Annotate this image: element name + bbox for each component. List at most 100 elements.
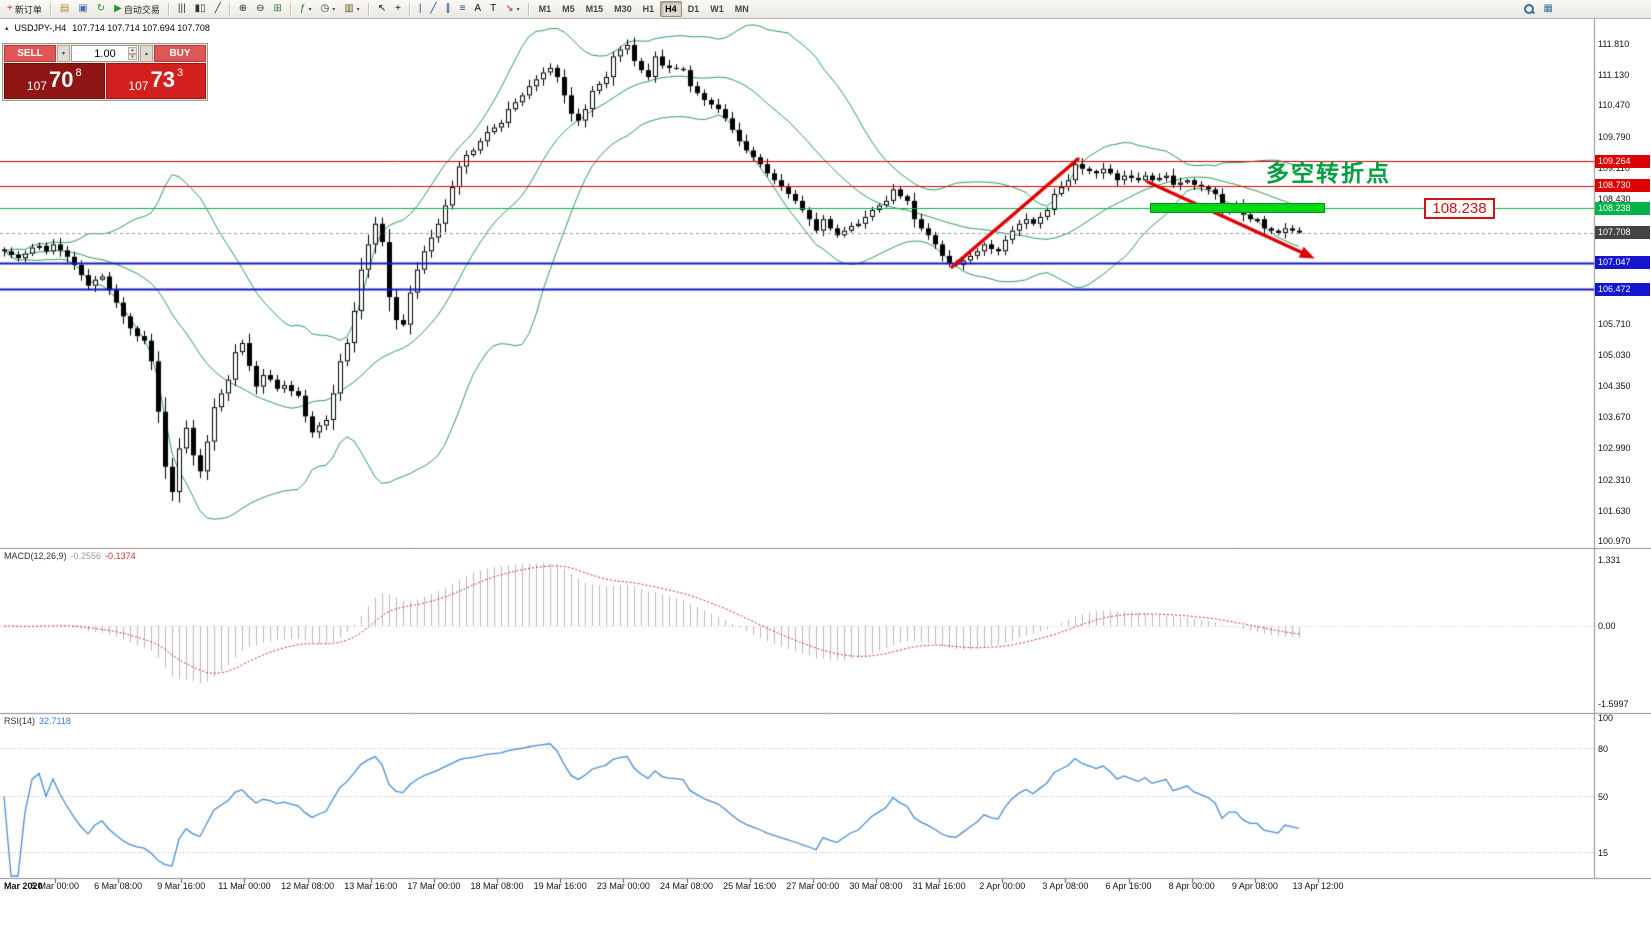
- buy-price-pips: 73: [150, 67, 175, 92]
- rsi-indicator-label: RSI(14) 32.7118: [4, 716, 75, 726]
- volume-down-button[interactable]: ▾: [128, 53, 137, 60]
- toolbar-separator: [527, 2, 530, 16]
- tf-mn-button[interactable]: MN: [730, 1, 754, 17]
- price-tick-label: 102.310: [1598, 474, 1631, 485]
- autotrading-label: 自动交易: [123, 4, 160, 15]
- bar-chart-button[interactable]: |||: [174, 1, 190, 17]
- channel-button[interactable]: ∥: [442, 1, 455, 17]
- data-window-button[interactable]: ▣: [74, 1, 91, 17]
- price-tick-label: 109.790: [1598, 131, 1631, 142]
- buy-price-button[interactable]: 107 73 3: [105, 63, 206, 99]
- tf-m1-button[interactable]: M1: [534, 1, 557, 17]
- indicators-button[interactable]: ƒ ▾: [296, 1, 316, 17]
- volume-value: 1.00: [94, 47, 116, 60]
- trendline-button[interactable]: ╱: [427, 1, 441, 17]
- macd-tick-label: 1.331: [1598, 555, 1621, 566]
- tf-d1-button[interactable]: D1: [683, 1, 705, 17]
- toolbar-separator: [289, 2, 292, 16]
- search-button[interactable]: [1519, 1, 1539, 17]
- periods-button[interactable]: ◷ ▾: [316, 1, 339, 17]
- tf-h4-button[interactable]: H4: [660, 1, 682, 17]
- dropdown-arrow-icon: ▾: [308, 6, 312, 13]
- volume-field[interactable]: 1.00 ▴ ▾: [71, 45, 139, 62]
- tf-m5-button[interactable]: M5: [557, 1, 580, 17]
- dropdown-arrow-icon: ▾: [356, 6, 360, 13]
- time-axis-label: 13 Mar 16:00: [344, 881, 398, 891]
- price-tick-label: 101.630: [1598, 505, 1631, 516]
- price-tick-label: 104.350: [1598, 381, 1631, 392]
- label-icon: T: [490, 3, 497, 14]
- price-tick-label: 105.710: [1598, 318, 1631, 329]
- chart-marker-icon: ▴: [5, 25, 9, 32]
- time-axis-label: 25 Mar 16:00: [723, 881, 777, 891]
- text-button[interactable]: A: [470, 1, 485, 17]
- fibonacci-button[interactable]: ≡: [456, 1, 470, 17]
- tf-w1-button[interactable]: W1: [705, 1, 729, 17]
- price-tick-label: 110.470: [1598, 100, 1630, 111]
- vertical-line-button[interactable]: |: [415, 1, 426, 17]
- tile-windows-button[interactable]: ⊞: [270, 1, 286, 17]
- sell-price-button[interactable]: 107 70 8: [4, 63, 105, 99]
- tf-m30-button[interactable]: M30: [609, 1, 637, 17]
- time-axis-label: 6 Apr 16:00: [1105, 881, 1152, 891]
- price-tick-label: 111.130: [1598, 70, 1630, 81]
- support-resistance-zone[interactable]: [1150, 203, 1325, 213]
- macd-name: MACD(12,26,9): [4, 551, 67, 561]
- volume-up-button[interactable]: ▴: [128, 47, 137, 54]
- sell-dropdown-button[interactable]: ▾: [57, 45, 70, 62]
- new-order-label: 新订单: [14, 4, 42, 15]
- templates-button[interactable]: ▥ ▾: [340, 1, 363, 17]
- hline-price-box: 106.472: [1595, 282, 1650, 296]
- label-button[interactable]: T: [486, 1, 500, 17]
- turning-point-annotation[interactable]: 多空转折点: [1266, 160, 1391, 186]
- time-axis-label: 2 Apr 00:00: [979, 881, 1026, 891]
- price-tick-label: 109.110: [1598, 162, 1630, 173]
- zoom-in-button[interactable]: ⊕: [235, 1, 251, 17]
- price-tick-label: 111.810: [1598, 39, 1630, 49]
- time-axis-label: 11 Mar 00:00: [218, 881, 271, 891]
- text-icon: A: [474, 3, 482, 14]
- autotrading-button[interactable]: ▶ 自动交易: [110, 1, 164, 17]
- price-tick-label: 108.430: [1598, 193, 1631, 204]
- market-watch-button[interactable]: ▤: [56, 1, 73, 17]
- time-axis-label: 19 Mar 16:00: [533, 881, 587, 891]
- refresh-icon: ↻: [96, 3, 106, 14]
- buy-dropdown-button[interactable]: ▴: [140, 45, 153, 62]
- line-chart-button[interactable]: ╱: [211, 1, 225, 17]
- zoom-out-button[interactable]: ⊖: [252, 1, 268, 17]
- time-axis-label: 9 Apr 08:00: [1231, 881, 1278, 891]
- time-axis-label: 31 Mar 16:00: [912, 881, 966, 891]
- rsi-tick-label: 50: [1598, 792, 1609, 803]
- sell-button[interactable]: SELL: [4, 45, 56, 62]
- macd-tick-label: 0.00: [1598, 620, 1616, 631]
- toolbar-separator: [367, 2, 370, 16]
- toolbar-separator: [167, 2, 170, 16]
- tf-m15-button[interactable]: M15: [581, 1, 609, 17]
- price-callout-label[interactable]: 108.238: [1424, 198, 1495, 219]
- tile-windows-icon: ⊞: [273, 3, 282, 14]
- time-axis-label: 17 Mar 00:00: [407, 881, 461, 891]
- tf-h1-button[interactable]: H1: [638, 1, 660, 17]
- refresh-button[interactable]: ↻: [93, 1, 109, 17]
- new-order-button[interactable]: + 新订单: [3, 1, 46, 17]
- periods-icon: ◷: [320, 3, 330, 14]
- market-watch-icon: ▤: [59, 3, 70, 14]
- cursor-button[interactable]: ↖: [374, 1, 390, 17]
- new-chart-button[interactable]: ▦: [1540, 1, 1557, 17]
- hline-price-box: 109.264: [1595, 154, 1650, 168]
- time-axis-label: 23 Mar 00:00: [596, 881, 650, 891]
- candlestick-chart-button[interactable]: ▮▯: [191, 1, 210, 17]
- hline-price-box: 107.047: [1595, 256, 1650, 270]
- crosshair-button[interactable]: +: [391, 1, 405, 17]
- arrows-button[interactable]: ↘ ▾: [501, 1, 523, 17]
- price-tick-label: 105.030: [1598, 349, 1631, 360]
- cursor-icon: ↖: [377, 3, 387, 14]
- rsi-name: RSI(14): [4, 716, 36, 726]
- hline-price-box: 108.730: [1595, 179, 1650, 193]
- macd-indicator-label: MACD(12,26,9) -0.2556 -0.1374: [4, 551, 140, 561]
- chart-symbol-ohlc: ▴ USDJPY-,H4 107.714 107.714 107.694 107…: [5, 23, 210, 33]
- magnifier-icon: [1523, 3, 1535, 15]
- buy-button[interactable]: BUY: [154, 45, 206, 62]
